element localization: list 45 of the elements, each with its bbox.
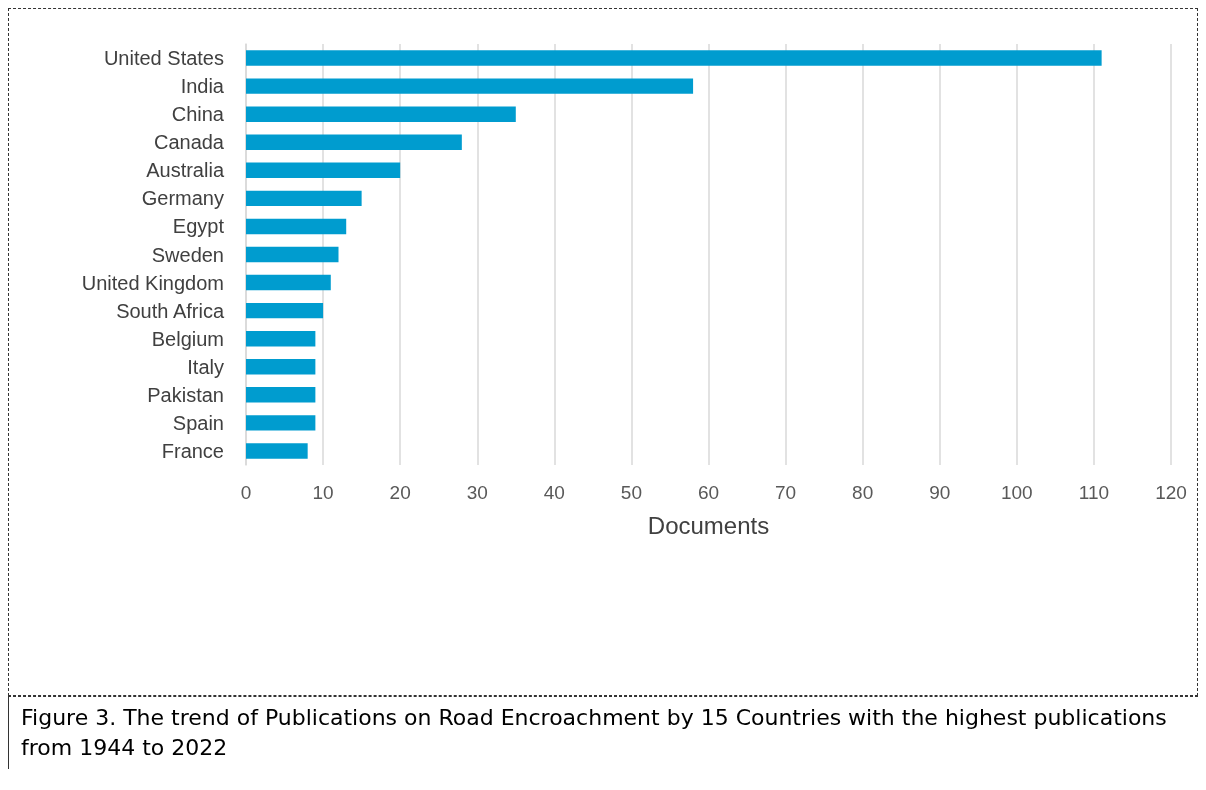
y-tick-label: United Kingdom [81, 271, 224, 294]
y-tick-label: France [161, 439, 224, 462]
y-tick-label: Belgium [151, 327, 224, 350]
x-tick-label: 60 [697, 482, 720, 503]
y-tick-label: Italy [187, 355, 224, 378]
bar [246, 443, 308, 459]
x-tick-label: 110 [1078, 482, 1110, 503]
y-tick-label: Australia [146, 159, 225, 182]
y-tick-label: China [171, 103, 225, 126]
x-tick-label: 120 [1155, 482, 1187, 503]
y-tick-label: India [180, 75, 225, 98]
x-tick-label: 50 [620, 482, 642, 503]
y-tick-label: Egypt [172, 215, 225, 238]
x-tick-label: 80 [852, 482, 874, 503]
y-tick-label: South Africa [116, 299, 225, 322]
x-tick-label: 90 [929, 482, 951, 503]
bar [246, 415, 316, 431]
bar [246, 190, 362, 207]
bar [246, 50, 1102, 66]
caption: Figure 3. The trend of Publications on Road Encroachment by 15 Countries with the highest publications from 1944 to 2022 [8, 696, 1198, 769]
x-tick-label: 70 [775, 482, 797, 503]
y-tick-label: Sweden [151, 243, 224, 266]
y-tick-label: Germany [141, 187, 224, 210]
x-tick-label: 30 [466, 482, 488, 503]
bar [246, 106, 516, 122]
bar [246, 134, 462, 150]
bar [246, 387, 316, 403]
bar [246, 162, 401, 179]
x-axis-title: Documents [647, 511, 770, 539]
y-tick-label: Canada [153, 131, 225, 154]
x-tick-label: 0 [240, 482, 252, 503]
bar [246, 274, 331, 291]
bar [246, 302, 324, 319]
x-tick-label: 40 [543, 482, 565, 503]
y-tick-label: Pakistan [147, 383, 224, 406]
y-tick-label: United States [103, 47, 224, 70]
bar [246, 330, 316, 347]
bar [246, 359, 316, 375]
y-tick-label: Spain [172, 411, 224, 434]
x-tick-label: 20 [389, 482, 411, 503]
bar [246, 78, 694, 94]
bar [246, 218, 347, 235]
x-tick-label: 100 [1000, 482, 1033, 503]
bar [246, 246, 339, 263]
x-tick-label: 10 [312, 482, 334, 503]
